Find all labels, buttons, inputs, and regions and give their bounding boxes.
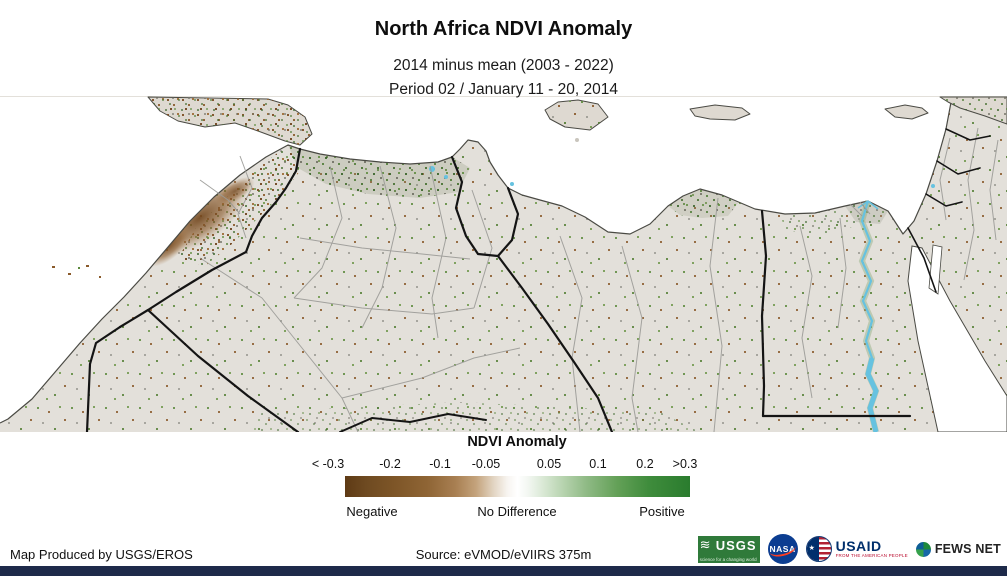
crete-island xyxy=(689,104,751,121)
legend-tick: < -0.3 xyxy=(311,457,345,471)
legend-label-positive: Positive xyxy=(639,504,685,519)
border-algeria-mauritania-mali xyxy=(146,308,300,434)
legend-tick: -0.2 xyxy=(379,457,401,471)
border-mali-niger xyxy=(339,413,487,433)
legend-tick: >0.3 xyxy=(672,457,698,471)
bottom-accent-bar xyxy=(0,566,1007,576)
legend-title: NDVI Anomaly xyxy=(467,434,567,450)
legend-tick: 0.2 xyxy=(636,457,654,471)
usaid-logo: USAID FROM THE AMERICAN PEOPLE xyxy=(805,536,908,562)
subtitle-period-dates: Period 02 / January 11 - 20, 2014 xyxy=(389,81,618,98)
nasa-logo: NASA xyxy=(767,534,798,564)
source-text: Source: eVMOD/eVIIRS 375m xyxy=(415,547,592,562)
map xyxy=(0,96,1007,434)
usgs-logo: ≋ USGS science for a changing world xyxy=(697,535,760,563)
borders-levant xyxy=(907,128,991,293)
map-canvas xyxy=(0,96,1007,434)
produced-by-text: Map Produced by USGS/EROS xyxy=(10,547,193,562)
border-algeria-libya-niger xyxy=(496,254,614,434)
fews-net-globe-icon xyxy=(915,541,931,557)
legend-category-labels: Negative No Difference Positive xyxy=(327,504,707,522)
fews-net-logo: FEWS NET xyxy=(915,541,1001,557)
border-tunisia-libya xyxy=(496,186,520,258)
islands-and-north-coasts xyxy=(52,96,1007,278)
agency-logos: ≋ USGS science for a changing world NASA… xyxy=(697,533,1001,565)
malta-island xyxy=(575,138,579,142)
legend-tick: -0.1 xyxy=(429,457,451,471)
canary-islands xyxy=(52,265,101,278)
cyprus-island xyxy=(884,104,929,120)
legend-tick: 0.05 xyxy=(536,457,562,471)
border-western-sahara-mauritania xyxy=(85,325,122,434)
legend-label-no-difference: No Difference xyxy=(477,504,557,519)
legend-label-negative: Negative xyxy=(346,504,398,519)
admin-boundaries xyxy=(199,127,999,433)
gulf-of-gabes-lagoon xyxy=(510,182,514,186)
border-libya-egypt xyxy=(760,209,768,418)
usgs-wave-icon: ≋ xyxy=(699,536,711,552)
nile-delta-branches xyxy=(857,200,879,210)
legend-tick: 0.1 xyxy=(589,457,607,471)
subtitle-period-range: 2014 minus mean (2003 - 2022) xyxy=(393,57,614,74)
legend: NDVI Anomaly < -0.3 -0.2 -0.1 -0.05 0.05… xyxy=(312,434,707,522)
dead-sea xyxy=(931,184,935,188)
legend-tick-labels: < -0.3 -0.2 -0.1 -0.05 0.05 0.1 0.2 >0.3 xyxy=(312,457,707,473)
legend-color-ramp xyxy=(345,476,690,497)
coastline xyxy=(0,96,953,424)
country-borders xyxy=(85,128,991,434)
legend-tick: -0.05 xyxy=(471,457,501,471)
border-algeria-tunisia xyxy=(450,155,500,258)
header: North Africa NDVI Anomaly 2014 minus mea… xyxy=(0,18,1007,103)
border-morocco-algeria xyxy=(118,147,302,329)
page-title: North Africa NDVI Anomaly xyxy=(374,18,633,40)
usaid-seal-icon xyxy=(805,536,832,562)
